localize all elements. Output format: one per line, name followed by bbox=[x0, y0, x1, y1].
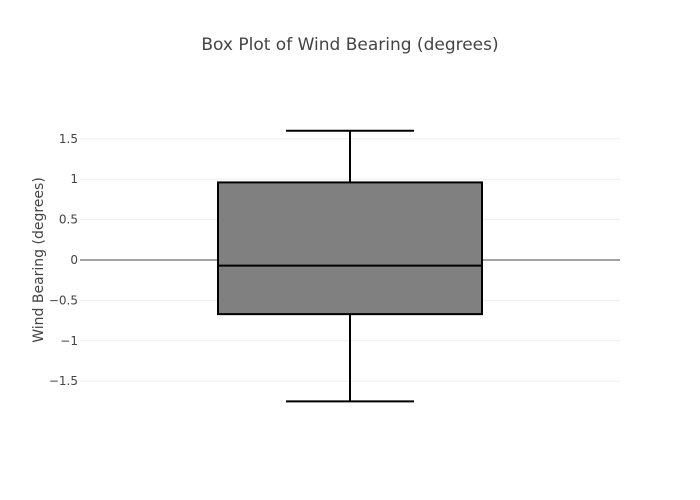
y-tick-labels: −1.5 −1 −0.5 0 0.5 1 1.5 bbox=[49, 132, 78, 388]
y-tick-label: 1.5 bbox=[59, 132, 78, 146]
y-tick-label: −1 bbox=[60, 334, 78, 348]
chart-title: Box Plot of Wind Bearing (degrees) bbox=[201, 35, 498, 55]
box-plot-series bbox=[217, 129, 483, 403]
y-tick-label: −0.5 bbox=[49, 293, 78, 307]
y-axis-title: Wind Bearing (degrees) bbox=[31, 177, 47, 343]
y-tick-label: 1 bbox=[70, 172, 78, 186]
y-tick-label: −1.5 bbox=[49, 374, 78, 388]
y-tick-label: 0 bbox=[70, 253, 78, 267]
y-tick-label: 0.5 bbox=[59, 213, 78, 227]
iqr-box bbox=[217, 181, 483, 316]
